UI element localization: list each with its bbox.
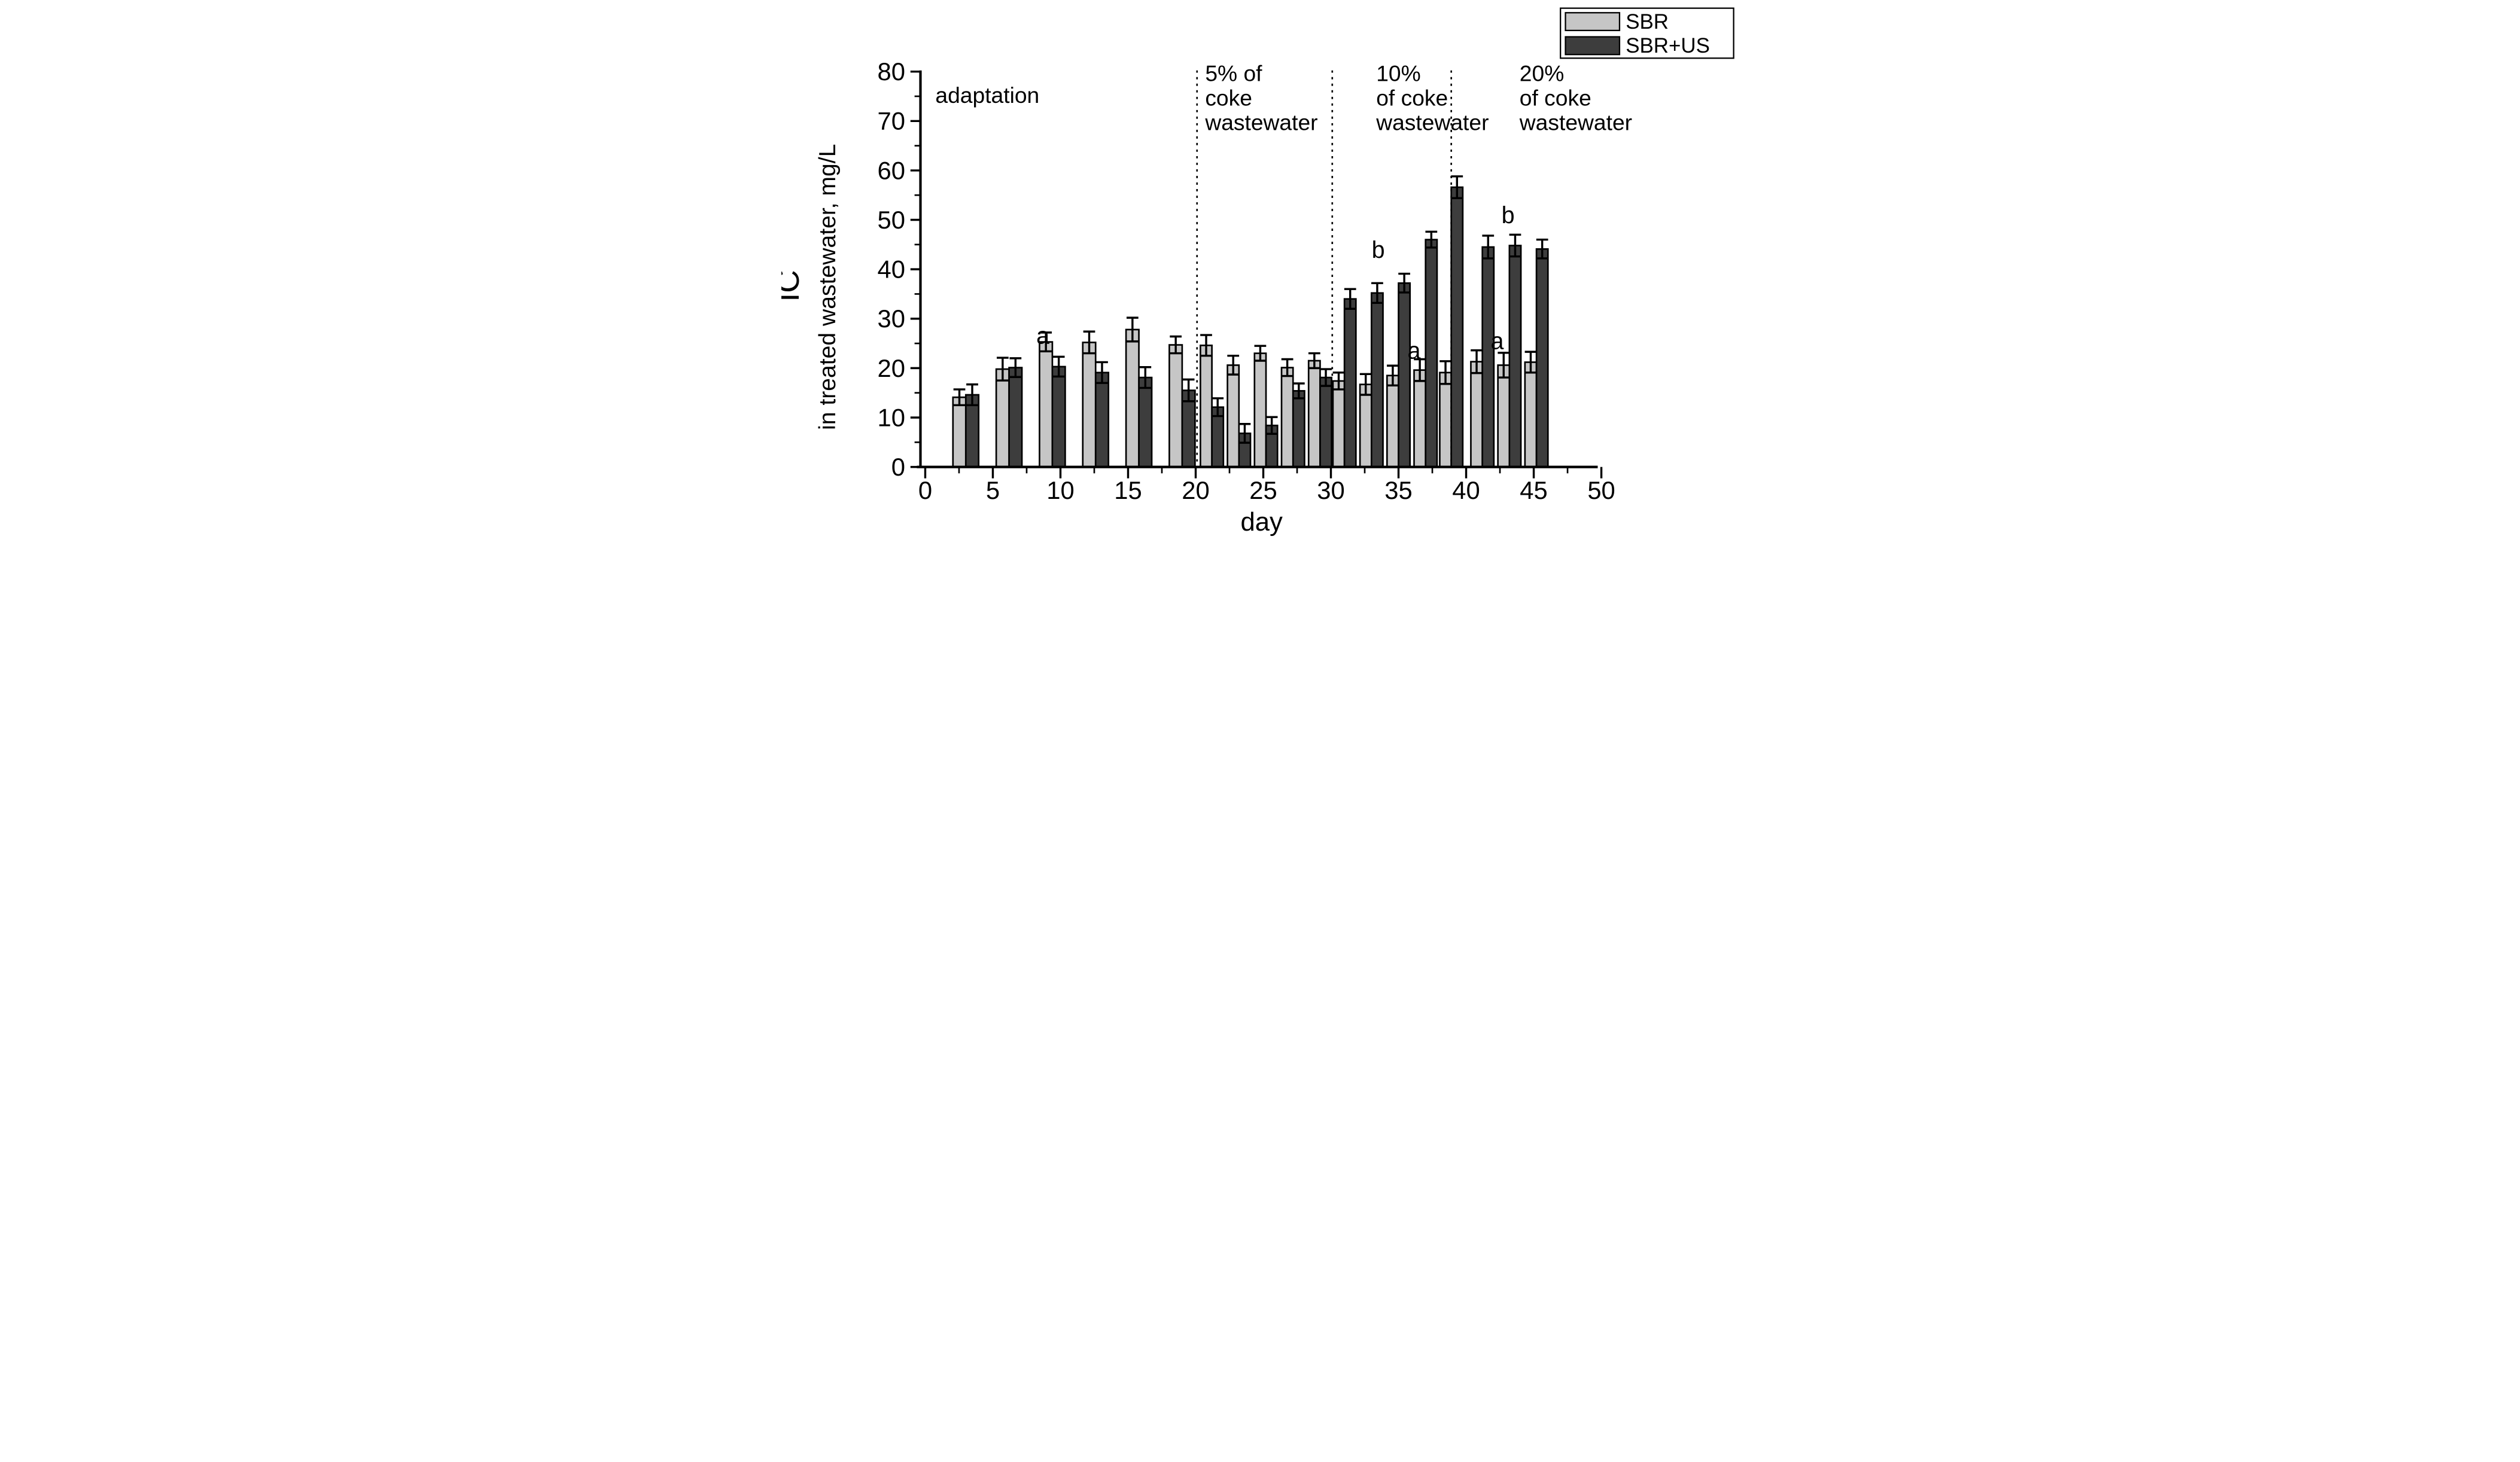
bar-sbr-us-day-37 <box>1425 239 1438 468</box>
tick-label-x-40: 40 <box>1452 476 1480 504</box>
tick-label-y-50: 50 <box>878 206 905 234</box>
bar-sbr-day-43.2 <box>1497 364 1511 468</box>
bar-sbr-us-day-43.2 <box>1508 245 1522 468</box>
bar-sbr-us-day-6.2 <box>1008 367 1023 468</box>
significance-letter-2: b <box>1372 237 1385 263</box>
chart-svg: 0 10 20 30 40 50 60 70 80 0 5 10 15 20 25 30 35 40 45 50 day… <box>781 0 1739 556</box>
y-axis-title-main: IC <box>781 270 806 301</box>
bar-sbr-us-day-12.6 <box>1094 371 1110 468</box>
tick-label-x-35: 35 <box>1384 476 1412 504</box>
tick-label-y-60: 60 <box>878 156 905 184</box>
legend-label-sbr-us: SBR+US <box>1626 34 1710 57</box>
tick-label-y-80: 80 <box>878 57 905 86</box>
region-label-4: 20% of coke wastewater <box>1519 60 1632 135</box>
region-label-2-line-1: 5% of <box>1205 60 1262 86</box>
bar-sbr-day-3 <box>952 396 967 468</box>
tick-label-y-0: 0 <box>891 453 905 481</box>
tick-label-x-20: 20 <box>1182 476 1209 504</box>
bar-sbr-day-27.2 <box>1280 367 1294 468</box>
region-label-3-line-1: 10% <box>1376 60 1421 86</box>
bar-sbr-day-33 <box>1359 383 1372 468</box>
tick-label-x-45: 45 <box>1520 476 1547 504</box>
region-label-1: adaptation <box>935 83 1039 108</box>
tick-label-x-50: 50 <box>1587 476 1615 504</box>
bar-sbr-us-day-41.2 <box>1481 246 1495 468</box>
region-label-2: 5% of coke wastewater <box>1204 60 1317 135</box>
significance-letter-3: a <box>1408 337 1421 364</box>
bar-sbr-day-38.9 <box>1439 371 1453 468</box>
region-label-3-line-2: of coke <box>1376 85 1448 110</box>
bar-sbr-us-day-9.4 <box>1051 366 1066 468</box>
region-label-3: 10% of coke wastewater <box>1375 60 1489 135</box>
bar-sbr-us-day-29.2 <box>1319 376 1332 468</box>
bar-sbr-day-15.8 <box>1125 328 1140 468</box>
bar-sbr-day-9.4 <box>1039 341 1054 468</box>
region-label-2-line-3: wastewater <box>1204 109 1317 135</box>
bar-sbr-day-21.2 <box>1200 345 1213 468</box>
bar-sbr-us-day-31 <box>1343 298 1357 468</box>
bar-sbr-day-31 <box>1332 380 1346 468</box>
bar-sbr-us-day-45.2 <box>1535 248 1549 468</box>
bar-sbr-day-23.2 <box>1226 364 1240 468</box>
tick-label-y-30: 30 <box>878 304 905 333</box>
region-label-3-line-3: wastewater <box>1375 109 1489 135</box>
tick-label-x-5: 5 <box>986 476 1000 504</box>
bar-sbr-us-day-27.2 <box>1292 390 1305 468</box>
x-axis-title: day <box>1240 507 1283 537</box>
bar-sbr-day-25.2 <box>1253 352 1267 468</box>
legend-swatch-sbr <box>1565 12 1621 32</box>
bar-sbr-day-29.2 <box>1307 360 1321 468</box>
tick-label-x-25: 25 <box>1249 476 1277 504</box>
bar-sbr-day-37 <box>1413 369 1427 468</box>
legend-swatch-sbr-us <box>1565 36 1621 56</box>
tick-label-y-10: 10 <box>878 403 905 431</box>
bar-sbr-day-6.2 <box>995 368 1010 468</box>
chart-root: 0 10 20 30 40 50 60 70 80 0 5 10 15 20 25 30 35 40 45 50 day… <box>781 0 1739 556</box>
chart-page: 0 10 20 30 40 50 60 70 80 0 5 10 15 20 25 30 35 40 45 50 day… <box>781 0 1739 556</box>
significance-letter-4: a <box>1491 328 1504 355</box>
significance-letter-1: a <box>1036 323 1049 349</box>
significance-letter-5: b <box>1502 202 1515 229</box>
y-axis-title-sub: in treated wastewater, mg/L <box>815 144 841 430</box>
bar-sbr-day-12.6 <box>1082 342 1097 468</box>
bar-sbr-us-day-33 <box>1370 292 1384 468</box>
legend-label-sbr: SBR <box>1626 10 1669 33</box>
region-label-4-line-3: wastewater <box>1519 109 1632 135</box>
bar-sbr-us-day-38.9 <box>1450 186 1464 468</box>
tick-label-x-10: 10 <box>1046 476 1074 504</box>
region-label-2-line-2: coke <box>1205 85 1252 110</box>
tick-label-x-30: 30 <box>1317 476 1344 504</box>
tick-label-y-70: 70 <box>878 107 905 135</box>
bar-sbr-day-41.2 <box>1470 361 1483 468</box>
bar-sbr-us-day-35 <box>1398 282 1411 468</box>
tick-label-x-0: 0 <box>918 476 932 504</box>
bar-sbr-day-45.2 <box>1524 361 1538 468</box>
bar-sbr-day-35 <box>1386 374 1399 468</box>
bar-sbr-day-19 <box>1168 344 1183 468</box>
region-label-1-line-1: adaptation <box>935 83 1039 108</box>
region-label-4-line-1: 20% <box>1520 60 1565 86</box>
bar-sbr-us-day-15.8 <box>1138 376 1153 468</box>
tick-label-x-15: 15 <box>1114 476 1142 504</box>
tick-label-y-20: 20 <box>878 354 905 382</box>
region-label-4-line-2: of coke <box>1520 85 1591 110</box>
tick-label-y-40: 40 <box>878 255 905 284</box>
